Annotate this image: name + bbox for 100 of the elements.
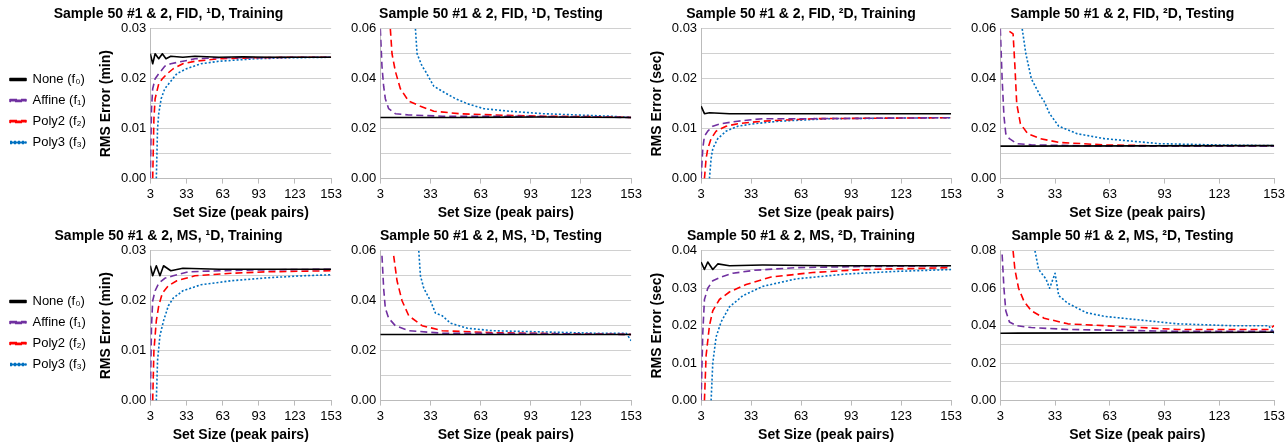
x-tick-label: 3 bbox=[996, 407, 1004, 423]
y-tick-label: 0.04 bbox=[970, 317, 997, 333]
y-tick-label: 0.04 bbox=[671, 242, 698, 258]
y-tick-label: 0.02 bbox=[970, 120, 997, 136]
x-axis-title: Set Size (peak pairs) bbox=[437, 204, 574, 221]
x-tick-label: 33 bbox=[743, 185, 759, 201]
y-tick-label: 0.02 bbox=[120, 70, 147, 86]
x-tick-label: 153 bbox=[940, 407, 963, 423]
x-tick-label: 63 bbox=[793, 407, 809, 423]
x-tick-label: 33 bbox=[423, 407, 438, 423]
legend-label: Poly2 (f₂) bbox=[32, 335, 86, 351]
chart-title: Sample 50 #1 & 2, FID, ¹D, Training bbox=[53, 5, 284, 22]
legend-label: Poly3 (f₃) bbox=[32, 356, 87, 372]
x-tick-label: 63 bbox=[1102, 185, 1118, 201]
y-tick-label: 0.02 bbox=[350, 120, 377, 136]
y-tick-label: 0.01 bbox=[120, 342, 147, 358]
x-axis-title: Set Size (peak pairs) bbox=[758, 426, 895, 443]
chart-title: Sample 50 #1 & 2, MS, ²D, Testing bbox=[1011, 227, 1234, 244]
y-tick-label: 0.06 bbox=[350, 20, 377, 36]
y-tick-label: 0.06 bbox=[970, 279, 997, 295]
y-tick-label: 0.01 bbox=[671, 354, 698, 370]
line-series bbox=[417, 250, 632, 342]
x-tick-label: 3 bbox=[697, 407, 705, 423]
y-tick-label: 0.06 bbox=[350, 242, 377, 258]
x-tick-label: 63 bbox=[215, 407, 230, 423]
x-tick-label: 33 bbox=[743, 407, 759, 423]
chart-title: Sample 50 #1 & 2, FID, ²D, Training bbox=[686, 5, 916, 22]
x-tick-label: 3 bbox=[146, 185, 154, 201]
x-tick-label: 3 bbox=[697, 185, 705, 201]
x-tick-label: 153 bbox=[1263, 407, 1286, 423]
chart-title: Sample 50 #1 & 2, MS, ¹D, Training bbox=[54, 227, 283, 244]
x-tick-label: 93 bbox=[251, 185, 267, 201]
x-tick-label: 63 bbox=[793, 185, 809, 201]
chart-title: Sample 50 #1 & 2, MS, ²D, Training bbox=[687, 227, 915, 244]
x-tick-label: 33 bbox=[423, 185, 438, 201]
x-axis-title: Set Size (peak pairs) bbox=[172, 426, 309, 443]
x-tick-label: 153 bbox=[320, 407, 343, 423]
x-tick-label: 93 bbox=[843, 407, 859, 423]
y-axis-title: RMS Error (min) bbox=[97, 50, 114, 158]
x-axis-title: Set Size (peak pairs) bbox=[1069, 204, 1206, 221]
x-tick-label: 123 bbox=[570, 407, 592, 423]
y-tick-label: 0.04 bbox=[970, 70, 997, 86]
x-tick-label: 153 bbox=[940, 185, 963, 201]
x-tick-label: 63 bbox=[1102, 407, 1118, 423]
y-tick-label: 0.00 bbox=[120, 392, 147, 408]
x-tick-label: 123 bbox=[284, 185, 306, 201]
x-axis-title: Set Size (peak pairs) bbox=[758, 204, 895, 221]
x-tick-label: 93 bbox=[523, 185, 539, 201]
x-tick-label: 3 bbox=[376, 407, 384, 423]
y-tick-label: 0.04 bbox=[350, 292, 377, 308]
x-tick-label: 3 bbox=[146, 407, 154, 423]
y-tick-label: 0.02 bbox=[970, 354, 997, 370]
x-tick-label: 33 bbox=[179, 407, 194, 423]
x-tick-label: 93 bbox=[843, 185, 859, 201]
y-tick-label: 0.03 bbox=[671, 20, 698, 36]
x-tick-label: 123 bbox=[570, 185, 592, 201]
x-tick-label: 153 bbox=[620, 407, 643, 423]
y-tick-label: 0.02 bbox=[671, 70, 698, 86]
y-tick-label: 0.01 bbox=[120, 120, 147, 136]
x-tick-label: 93 bbox=[251, 407, 267, 423]
x-tick-label: 123 bbox=[890, 185, 912, 201]
y-axis-title: RMS Error (min) bbox=[97, 272, 114, 380]
y-tick-label: 0.03 bbox=[120, 20, 147, 36]
legend-label: Affine (f₁) bbox=[32, 314, 86, 330]
y-tick-label: 0.06 bbox=[970, 20, 997, 36]
y-tick-label: 0.00 bbox=[970, 392, 997, 408]
x-tick-label: 33 bbox=[179, 185, 194, 201]
x-tick-label: 63 bbox=[473, 407, 488, 423]
x-tick-label: 123 bbox=[1208, 407, 1231, 423]
y-tick-label: 0.02 bbox=[350, 342, 377, 358]
x-tick-label: 33 bbox=[1047, 185, 1063, 201]
y-tick-label: 0.00 bbox=[671, 392, 698, 408]
legend-label: Poly2 (f₂) bbox=[32, 113, 86, 129]
y-tick-label: 0.00 bbox=[671, 170, 698, 186]
y-tick-label: 0.02 bbox=[671, 317, 698, 333]
y-tick-label: 0.08 bbox=[970, 242, 997, 258]
chart-title: Sample 50 #1 & 2, FID, ¹D, Testing bbox=[379, 5, 603, 22]
legend-label: None (f₀) bbox=[32, 71, 85, 87]
y-tick-label: 0.04 bbox=[350, 70, 377, 86]
x-tick-label: 3 bbox=[996, 185, 1004, 201]
y-tick-label: 0.00 bbox=[350, 392, 377, 408]
y-axis-title: RMS Error (sec) bbox=[648, 272, 665, 379]
x-axis-title: Set Size (peak pairs) bbox=[437, 426, 574, 443]
y-tick-label: 0.00 bbox=[120, 170, 147, 186]
y-axis-title: RMS Error (sec) bbox=[648, 50, 665, 157]
y-tick-label: 0.01 bbox=[671, 120, 698, 136]
x-tick-label: 93 bbox=[1157, 407, 1172, 423]
y-tick-label: 0.00 bbox=[350, 170, 377, 186]
x-tick-label: 123 bbox=[1208, 185, 1231, 201]
y-tick-label: 0.03 bbox=[671, 279, 698, 295]
x-axis-title: Set Size (peak pairs) bbox=[1069, 426, 1206, 443]
x-tick-label: 123 bbox=[890, 407, 912, 423]
legend-label: Affine (f₁) bbox=[32, 92, 86, 108]
x-tick-label: 93 bbox=[1157, 185, 1172, 201]
y-tick-label: 0.00 bbox=[970, 170, 997, 186]
y-tick-label: 0.02 bbox=[120, 292, 147, 308]
x-tick-label: 33 bbox=[1047, 407, 1063, 423]
x-tick-label: 123 bbox=[284, 407, 306, 423]
x-tick-label: 153 bbox=[320, 185, 343, 201]
y-tick-label: 0.03 bbox=[120, 242, 147, 258]
